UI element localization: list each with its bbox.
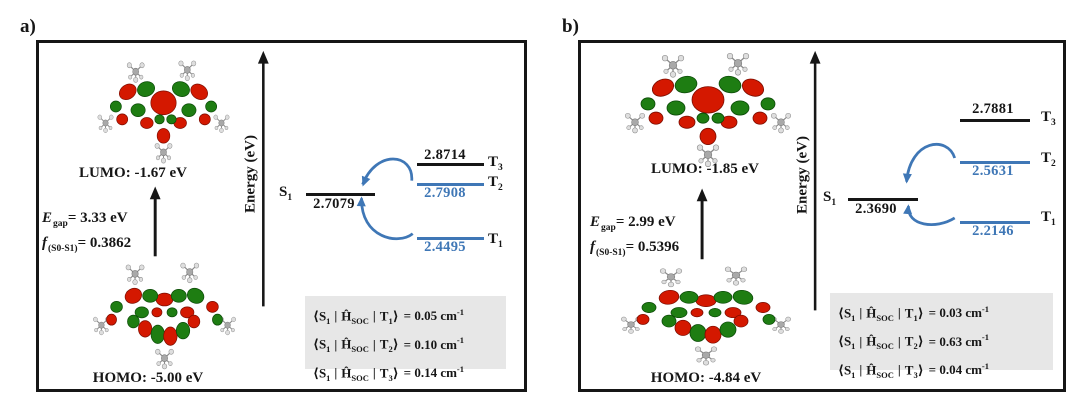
- energy-axis-arrowhead-icon: [809, 50, 821, 64]
- s1-energy-value: 2.3690: [855, 201, 897, 217]
- t2-to-s1-arrowhead-icon: [361, 175, 371, 187]
- t3-level-line: [417, 163, 484, 166]
- t2-label: T2: [1041, 150, 1056, 169]
- t1-symbol: T: [1041, 209, 1052, 225]
- fosc-value: = 0.3862: [77, 235, 132, 251]
- t2-energy-value: 2.7908: [424, 185, 466, 201]
- s1-subscript: 1: [287, 193, 293, 203]
- t2-energy-value: 2.5631: [972, 163, 1014, 179]
- oscillator-strength-line: f(S0-S1)= 0.5396: [590, 238, 679, 263]
- energy-axis-label: Energy (eV): [794, 136, 811, 214]
- egap-value: = 2.99 eV: [615, 214, 676, 230]
- soc-matrix-element: ⟨S1 | ĤSOC | T1⟩ = 0.03 cm-1: [838, 304, 990, 323]
- t2-subscript: 2: [498, 183, 503, 193]
- energy-axis-label: Energy (eV): [242, 135, 259, 213]
- panel-a: a) LUMO: -1.67 eV Egap= 3.33 eV f(S0-S1)…: [20, 16, 527, 392]
- panel-b: b) LUMO: -1.85 eV Egap= 2.99 eV f(S0-S1)…: [562, 16, 1066, 392]
- t3-symbol: T: [1041, 109, 1052, 125]
- panel-b-label: b): [562, 16, 579, 37]
- t1-label: T1: [488, 231, 503, 250]
- t1-energy-value: 2.4495: [424, 239, 466, 255]
- s1-energy-value: 2.7079: [313, 196, 355, 212]
- egap-value: = 3.33 eV: [67, 210, 128, 226]
- t3-subscript: 3: [1051, 118, 1056, 128]
- t3-symbol: T: [488, 154, 499, 170]
- s1-symbol: S: [279, 184, 288, 200]
- homo-caption: HOMO: -4.84 eV: [650, 370, 762, 386]
- homo-orbital-image: [621, 265, 791, 367]
- soc-matrix-element: ⟨S1 | ĤSOC | T2⟩ = 0.10 cm-1: [313, 335, 465, 355]
- s1-symbol: S: [823, 189, 832, 205]
- oscillator-strength-line: f(S0-S1)= 0.3862: [42, 234, 131, 259]
- fosc-value: = 0.5396: [625, 239, 680, 255]
- soc-box: ⟨S1 | ĤSOC | T1⟩ = 0.03 cm-1 ⟨S1 | ĤSOC | T2⟩ = 0.…: [830, 293, 1053, 380]
- soc-matrix-element: ⟨S1 | ĤSOC | T2⟩ = 0.63 cm-1: [838, 332, 990, 352]
- panel-a-label: a): [20, 16, 36, 37]
- fosc-subscript: (S0-S1): [48, 244, 78, 254]
- soc-matrix-element: ⟨S1 | ĤSOC | T1⟩ = 0.05 cm-1: [313, 307, 465, 326]
- t1-energy-value: 2.2146: [972, 223, 1014, 239]
- energy-axis-arrowhead-icon: [257, 50, 269, 64]
- lumo-caption: LUMO: -1.85 eV: [651, 161, 759, 177]
- egap-subscript: gap: [601, 223, 616, 233]
- soc-box: ⟨S1 | ĤSOC | T1⟩ = 0.05 cm-1 ⟨S1 | ĤSOC | T2⟩ = 0.…: [305, 296, 506, 383]
- t1-level-line: [417, 237, 484, 240]
- t3-subscript: 3: [498, 163, 503, 173]
- t2-symbol: T: [1041, 150, 1052, 166]
- t1-subscript: 1: [498, 240, 503, 250]
- s1-label: S1: [279, 184, 292, 203]
- homo-lumo-transition-arrowhead-icon: [149, 186, 161, 200]
- fosc-symbol: f: [42, 235, 47, 251]
- gap-info: Egap= 2.99 eV f(S0-S1)= 0.5396: [590, 213, 679, 263]
- fosc-subscript: (S0-S1): [596, 248, 626, 258]
- t1-level-line: [960, 221, 1030, 224]
- egap-line: Egap= 3.33 eV: [42, 209, 131, 234]
- t1-symbol: T: [488, 231, 499, 247]
- t2-to-s1-arrow: [905, 143, 957, 182]
- t3-label: T3: [1041, 109, 1056, 128]
- egap-line: Egap= 2.99 eV: [590, 213, 679, 238]
- egap-subscript: gap: [53, 219, 68, 229]
- t2-label: T2: [488, 174, 503, 193]
- t3-energy-value: 2.7881: [972, 101, 1014, 117]
- lumo-orbital-image: [96, 57, 231, 167]
- lumo-orbital-image: [623, 49, 793, 171]
- t3-level-line: [960, 119, 1030, 122]
- gap-info: Egap= 3.33 eV f(S0-S1)= 0.3862: [42, 209, 131, 259]
- soc-matrix-element: ⟨S1 | ĤSOC | T3⟩ = 0.14 cm-1: [313, 363, 465, 383]
- t3-energy-value: 2.8714: [424, 147, 466, 163]
- soc-matrix-element: ⟨S1 | ĤSOC | T3⟩ = 0.04 cm-1: [838, 360, 990, 380]
- s1-level-line: [306, 193, 375, 196]
- t2-to-s1-arrowhead-icon: [902, 173, 912, 184]
- t2-level-line: [960, 161, 1030, 164]
- fosc-symbol: f: [590, 239, 595, 255]
- homo-caption: HOMO: -5.00 eV: [92, 370, 204, 386]
- t2-level-line: [417, 183, 484, 186]
- homo-lumo-transition-arrowhead-icon: [696, 188, 708, 202]
- s1-subscript: 1: [831, 198, 837, 208]
- t2-subscript: 2: [1051, 159, 1056, 169]
- egap-symbol: E: [42, 210, 53, 226]
- t2-symbol: T: [488, 174, 499, 190]
- lumo-caption: LUMO: -1.67 eV: [79, 165, 187, 181]
- egap-symbol: E: [590, 214, 601, 230]
- s1-label: S1: [823, 189, 836, 208]
- t1-label: T1: [1041, 209, 1056, 228]
- homo-orbital-image: [93, 261, 236, 371]
- s1-level-line: [848, 198, 918, 201]
- t3-label: T3: [488, 154, 503, 173]
- t1-subscript: 1: [1051, 218, 1056, 228]
